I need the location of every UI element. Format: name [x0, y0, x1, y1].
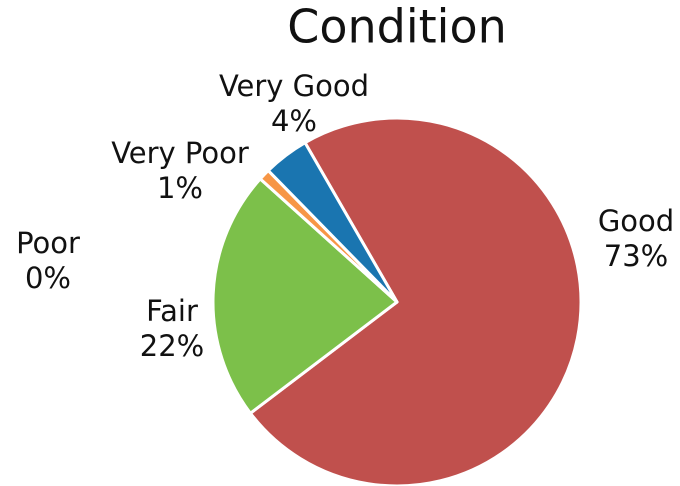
- chart-title: Condition: [287, 0, 507, 54]
- slice-value-label: 1%: [157, 171, 203, 205]
- pie-slice: [248, 116, 583, 486]
- slice-label: Fair: [146, 294, 198, 328]
- slice-value-label: 73%: [604, 239, 668, 273]
- slice-label: Good: [598, 204, 674, 238]
- pie-slice: [211, 177, 399, 415]
- slice-label: Poor: [16, 226, 80, 260]
- slice-value-label: 4%: [271, 104, 317, 138]
- slice-label: Very Good: [219, 69, 369, 103]
- slice-value-label: 22%: [140, 329, 204, 363]
- slice-label: Very Poor: [111, 136, 249, 170]
- slice-value-label: 0%: [25, 261, 71, 295]
- pie-slice: [266, 141, 399, 304]
